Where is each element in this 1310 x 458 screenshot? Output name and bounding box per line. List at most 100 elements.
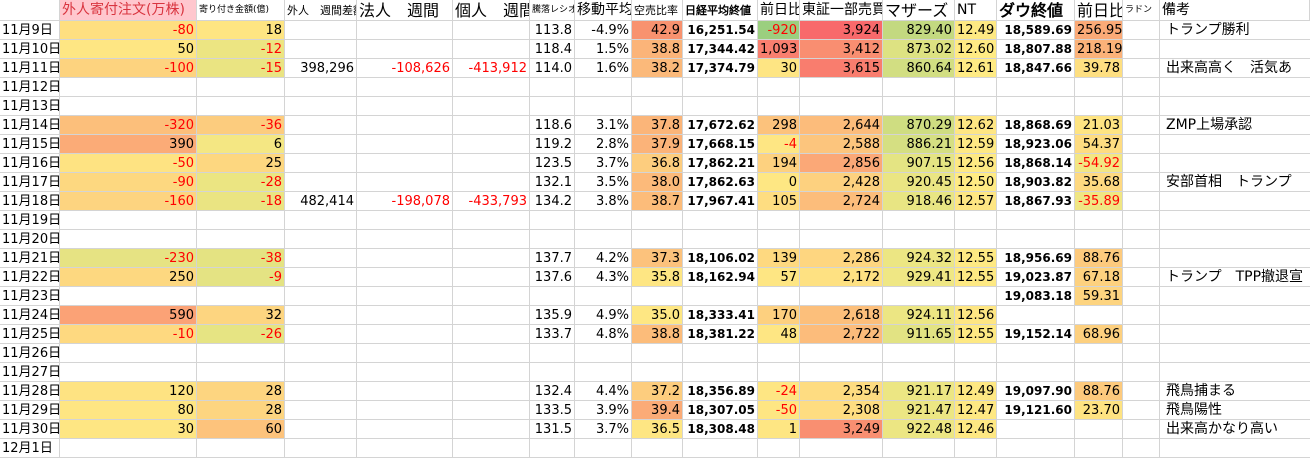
cell-individual-weekly[interactable] [453,382,530,401]
cell-dow-change[interactable] [1075,306,1123,325]
cell-moving-average[interactable]: 4.8% [575,325,632,344]
cell-nt-ratio[interactable] [955,97,997,116]
cell-opening-amount[interactable] [197,78,285,97]
cell-nt-ratio[interactable]: 12.49 [955,382,997,401]
cell-moving-average[interactable]: 3.1% [575,116,632,135]
cell-individual-weekly[interactable]: -433,793 [453,192,530,211]
cell-nikkei-change[interactable] [758,363,800,382]
cell-dow-close[interactable] [997,344,1075,363]
cell-opening-amount[interactable]: -38 [197,249,285,268]
cell-foreign-weekly[interactable] [285,154,357,173]
cell-notes[interactable]: トランプ TPP撤退宣 [1160,268,1310,287]
header-notes[interactable]: 備考 [1160,0,1310,21]
cell-moving-average[interactable]: 3.8% [575,192,632,211]
cell-date[interactable]: 11月22日 [0,268,60,287]
cell-opening-amount[interactable] [197,97,285,116]
cell-date[interactable]: 11月28日 [0,382,60,401]
cell-notes[interactable] [1160,439,1310,458]
cell-nt-ratio[interactable]: 12.50 [955,173,997,192]
cell-date[interactable]: 11月24日 [0,306,60,325]
cell-advance-decline-ratio[interactable] [530,78,575,97]
cell-foreign-orders[interactable]: -90 [60,173,197,192]
cell-advance-decline-ratio[interactable] [530,363,575,382]
cell-radon[interactable] [1123,268,1160,287]
cell-radon[interactable] [1123,420,1160,439]
cell-short-sell-ratio[interactable]: 38.0 [632,173,683,192]
cell-dow-change[interactable] [1075,97,1123,116]
cell-individual-weekly[interactable] [453,401,530,420]
cell-moving-average[interactable]: 4.2% [575,249,632,268]
cell-mothers[interactable] [883,287,955,306]
cell-foreign-weekly[interactable]: 482,414 [285,192,357,211]
cell-foreign-weekly[interactable] [285,344,357,363]
cell-opening-amount[interactable]: -28 [197,173,285,192]
cell-mothers[interactable]: 829.40 [883,21,955,40]
cell-nikkei-close[interactable] [683,287,758,306]
cell-radon[interactable] [1123,344,1160,363]
cell-moving-average[interactable]: 1.6% [575,59,632,78]
cell-tse-volume[interactable] [800,230,883,249]
cell-tse-volume[interactable] [800,97,883,116]
cell-nikkei-close[interactable]: 17,862.21 [683,154,758,173]
cell-foreign-orders[interactable] [60,363,197,382]
cell-mothers[interactable] [883,230,955,249]
header-moving-average[interactable]: 移動平均 [575,0,632,21]
cell-tse-volume[interactable]: 2,618 [800,306,883,325]
cell-foreign-orders[interactable]: -320 [60,116,197,135]
cell-notes[interactable] [1160,135,1310,154]
cell-moving-average[interactable] [575,78,632,97]
cell-foreign-orders[interactable]: -10 [60,325,197,344]
cell-tse-volume[interactable] [800,344,883,363]
header-nt-ratio[interactable]: NT [955,0,997,21]
cell-nikkei-change[interactable]: 1,093 [758,40,800,59]
cell-dow-change[interactable] [1075,363,1123,382]
cell-short-sell-ratio[interactable]: 42.9 [632,21,683,40]
cell-notes[interactable] [1160,211,1310,230]
cell-mothers[interactable]: 870.29 [883,116,955,135]
cell-tse-volume[interactable]: 2,588 [800,135,883,154]
cell-nikkei-close[interactable]: 17,344.42 [683,40,758,59]
cell-short-sell-ratio[interactable]: 35.8 [632,268,683,287]
cell-moving-average[interactable] [575,230,632,249]
cell-individual-weekly[interactable] [453,211,530,230]
cell-tse-volume[interactable] [800,78,883,97]
cell-short-sell-ratio[interactable]: 38.2 [632,59,683,78]
cell-radon[interactable] [1123,97,1160,116]
cell-advance-decline-ratio[interactable]: 133.7 [530,325,575,344]
cell-mothers[interactable]: 921.17 [883,382,955,401]
cell-opening-amount[interactable]: 28 [197,382,285,401]
cell-advance-decline-ratio[interactable]: 118.4 [530,40,575,59]
cell-opening-amount[interactable]: 28 [197,401,285,420]
cell-moving-average[interactable]: 1.5% [575,40,632,59]
cell-foreign-weekly[interactable] [285,401,357,420]
cell-nikkei-change[interactable] [758,439,800,458]
cell-short-sell-ratio[interactable]: 38.7 [632,192,683,211]
cell-nt-ratio[interactable]: 12.56 [955,154,997,173]
cell-dow-close[interactable]: 19,121.60 [997,401,1075,420]
cell-dow-close[interactable] [997,439,1075,458]
cell-radon[interactable] [1123,287,1160,306]
cell-date[interactable]: 11月12日 [0,78,60,97]
cell-nikkei-close[interactable]: 18,307.05 [683,401,758,420]
cell-foreign-weekly[interactable]: 398,296 [285,59,357,78]
cell-moving-average[interactable]: -4.9% [575,21,632,40]
cell-mothers[interactable]: 907.15 [883,154,955,173]
cell-dow-close[interactable]: 18,589.69 [997,21,1075,40]
cell-individual-weekly[interactable] [453,363,530,382]
header-nikkei-close[interactable]: 日経平均終値 [683,0,758,21]
cell-tse-volume[interactable]: 2,856 [800,154,883,173]
cell-advance-decline-ratio[interactable]: 118.6 [530,116,575,135]
cell-nikkei-change[interactable] [758,97,800,116]
cell-mothers[interactable]: 929.41 [883,268,955,287]
cell-foreign-weekly[interactable] [285,363,357,382]
cell-tse-volume[interactable]: 3,924 [800,21,883,40]
cell-notes[interactable] [1160,40,1310,59]
cell-moving-average[interactable]: 3.9% [575,401,632,420]
cell-individual-weekly[interactable] [453,154,530,173]
cell-dow-change[interactable]: 68.96 [1075,325,1123,344]
cell-nikkei-change[interactable]: 30 [758,59,800,78]
cell-nikkei-close[interactable]: 18,162.94 [683,268,758,287]
cell-nt-ratio[interactable]: 12.57 [955,192,997,211]
cell-short-sell-ratio[interactable]: 37.8 [632,116,683,135]
cell-nikkei-change[interactable]: 139 [758,249,800,268]
